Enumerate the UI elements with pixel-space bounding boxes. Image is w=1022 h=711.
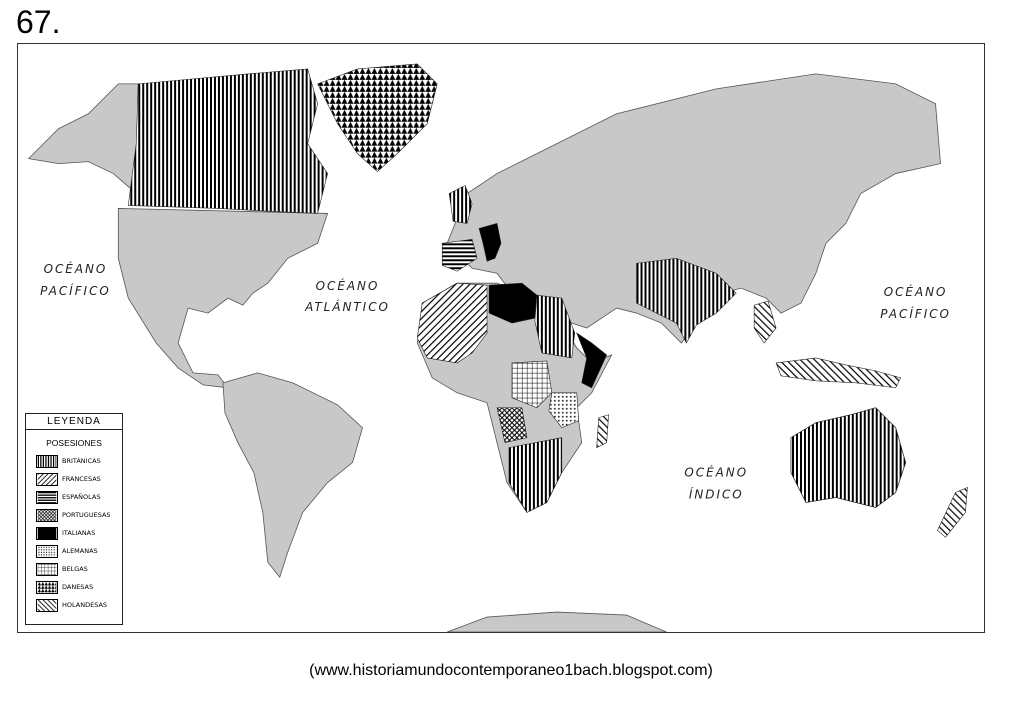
ocean-label-2-line-2: ATLÁNTICO [304, 299, 390, 314]
territory-canada [127, 68, 328, 214]
legend-item: BRITÁNICAS [36, 452, 122, 470]
territory-french-africa [416, 282, 488, 364]
legend-item: HOLANDESAS [36, 596, 122, 614]
legend-label: PORTUGUESAS [62, 511, 111, 519]
ocean-label-4-line-1: OCÉANO [684, 465, 748, 480]
territory-australia [790, 407, 906, 508]
legend-subtitle: POSESIONES [46, 438, 102, 448]
map-legend: LEYENDA POSESIONES BRITÁNICAS FRANCESAS ES… [25, 413, 123, 625]
land-usa [117, 208, 329, 389]
legend-swatch-diagonal-lines [36, 472, 58, 486]
legend-swatch-vertical-lines [36, 454, 58, 468]
legend-item: ITALIANAS [36, 524, 122, 542]
territory-congo [511, 360, 553, 409]
territory-greenland [317, 63, 438, 172]
legend-swatch-crosshatch [36, 508, 58, 522]
legend-label: BELGAS [62, 565, 88, 573]
legend-swatch-triangles [36, 580, 58, 594]
ocean-labels: OCÉANO PACÍFICO OCÉANO ATLÁNTICO OCÉANO … [40, 261, 951, 501]
legend-label: ESPAÑOLAS [62, 493, 101, 501]
territory-angola [496, 407, 528, 444]
ocean-label-4-line-2: ÍNDICO [689, 486, 744, 501]
legend-label: FRANCESAS [62, 475, 101, 483]
legend-swatch-reverse-diagonal [36, 598, 58, 612]
legend-swatch-grid [36, 562, 58, 576]
legend-item: ALEMANAS [36, 542, 122, 560]
legend-label: HOLANDESAS [62, 601, 108, 609]
legend-item: DANESAS [36, 578, 122, 596]
territory-southern-africa [508, 437, 563, 513]
territory-new-zealand [937, 487, 968, 538]
territory-madagascar [596, 414, 609, 449]
ocean-label-1-line-1: OCÉANO [44, 261, 108, 276]
legend-item: FRANCESAS [36, 470, 122, 488]
territory-italy [478, 223, 502, 262]
legend-label: ITALIANAS [62, 529, 96, 537]
legend-title: LEYENDA [26, 414, 122, 430]
source-citation: (www.historiamundocontemporaneo1bach.blo… [309, 662, 713, 679]
land-antarctica [447, 611, 667, 632]
legend-label: DANESAS [62, 583, 94, 591]
land-alaska [27, 83, 139, 195]
world-map-svg: OCÉANO PACÍFICO OCÉANO ATLÁNTICO OCÉANO … [27, 63, 968, 632]
ocean-label-1-line-2: PACÍFICO [40, 283, 111, 298]
territory-east-indies [775, 357, 902, 389]
territory-british-isles [448, 185, 473, 224]
legend-list: BRITÁNICAS FRANCESAS ESPAÑOLAS PORTUGUESAS I… [26, 452, 122, 614]
legend-item: BELGAS [36, 560, 122, 578]
legend-swatch-dots [36, 544, 58, 558]
legend-label: ALEMANAS [62, 547, 98, 555]
territory-german-africa [548, 392, 580, 429]
legend-item: PORTUGUESAS [36, 506, 122, 524]
legend-swatch-horizontal-lines [36, 490, 58, 504]
territory-horn-of-africa [576, 332, 608, 389]
territory-egypt-sudan [534, 294, 576, 359]
legend-swatch-solid-black [36, 526, 58, 540]
legend-item: ESPAÑOLAS [36, 488, 122, 506]
ocean-label-3-line-2: PACÍFICO [880, 306, 951, 321]
territory-indochina [753, 300, 777, 344]
legend-label: BRITÁNICAS [62, 457, 101, 465]
ocean-label-2-line-1: OCÉANO [316, 278, 380, 293]
territory-iberia [441, 239, 478, 272]
question-number: 67. [16, 4, 61, 40]
territory-india [636, 257, 737, 344]
ocean-label-3-line-1: OCÉANO [884, 284, 948, 299]
world-map: OCÉANO PACÍFICO OCÉANO ATLÁNTICO OCÉANO … [17, 43, 985, 633]
land-south-america [222, 372, 363, 579]
